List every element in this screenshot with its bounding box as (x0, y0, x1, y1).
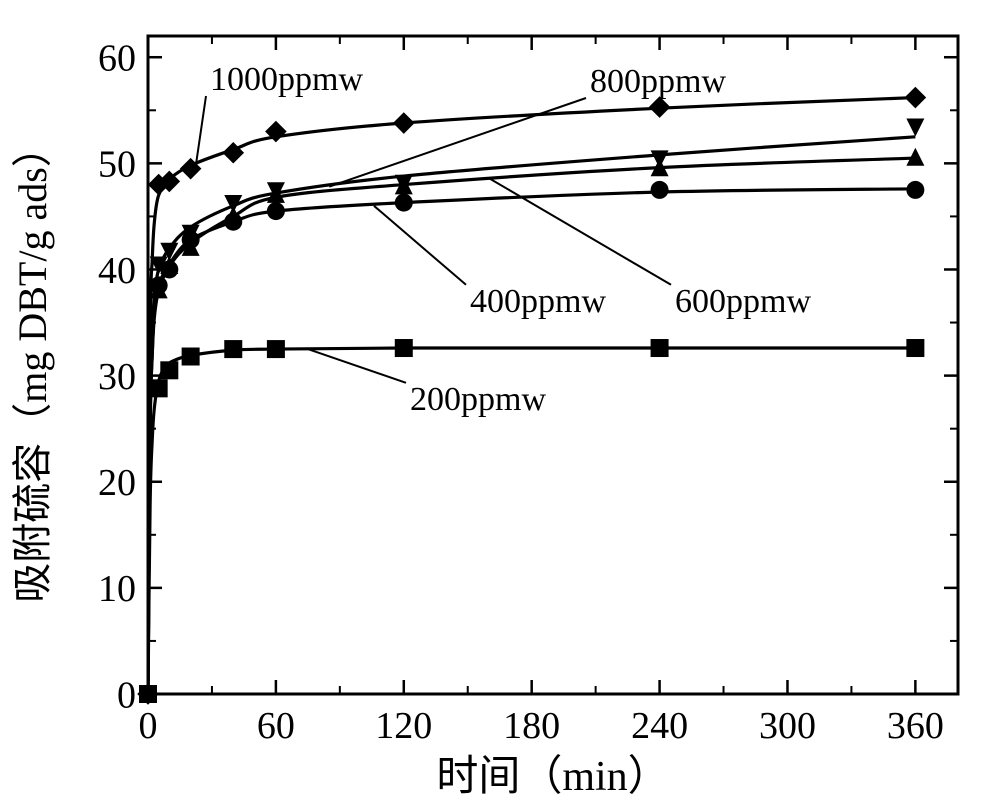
svg-text:180: 180 (503, 705, 560, 747)
svg-text:10: 10 (98, 568, 136, 610)
annotation-800ppmw: 800ppmw (590, 63, 726, 100)
svg-text:60: 60 (257, 705, 295, 747)
annotation-200ppmw: 200ppmw (410, 381, 546, 418)
annotation-1000ppmw: 1000ppmw (210, 61, 363, 98)
svg-text:50: 50 (98, 144, 136, 186)
svg-text:0: 0 (139, 705, 158, 747)
chart-container: 0 60 120 180 240 300 360 0 10 20 30 40 50 60 时间（min） 吸附… (0, 0, 1000, 801)
svg-text:40: 40 (98, 250, 136, 292)
svg-text:240: 240 (631, 705, 688, 747)
annotation-600ppmw: 600ppmw (675, 283, 811, 320)
svg-text:360: 360 (887, 705, 944, 747)
svg-text:20: 20 (98, 462, 136, 504)
svg-text:60: 60 (98, 38, 136, 80)
svg-text:120: 120 (375, 705, 432, 747)
svg-text:30: 30 (98, 356, 136, 398)
x-axis-label: 时间（min） (436, 754, 669, 800)
svg-text:300: 300 (759, 705, 816, 747)
svg-text:0: 0 (117, 674, 136, 716)
y-axis-label: 吸附硫容（mg DBT/g ads） (10, 127, 55, 603)
annotation-400ppmw: 400ppmw (470, 283, 606, 320)
line-chart: 0 60 120 180 240 300 360 0 10 20 30 40 50 60 时间（min） 吸附… (0, 0, 1000, 801)
